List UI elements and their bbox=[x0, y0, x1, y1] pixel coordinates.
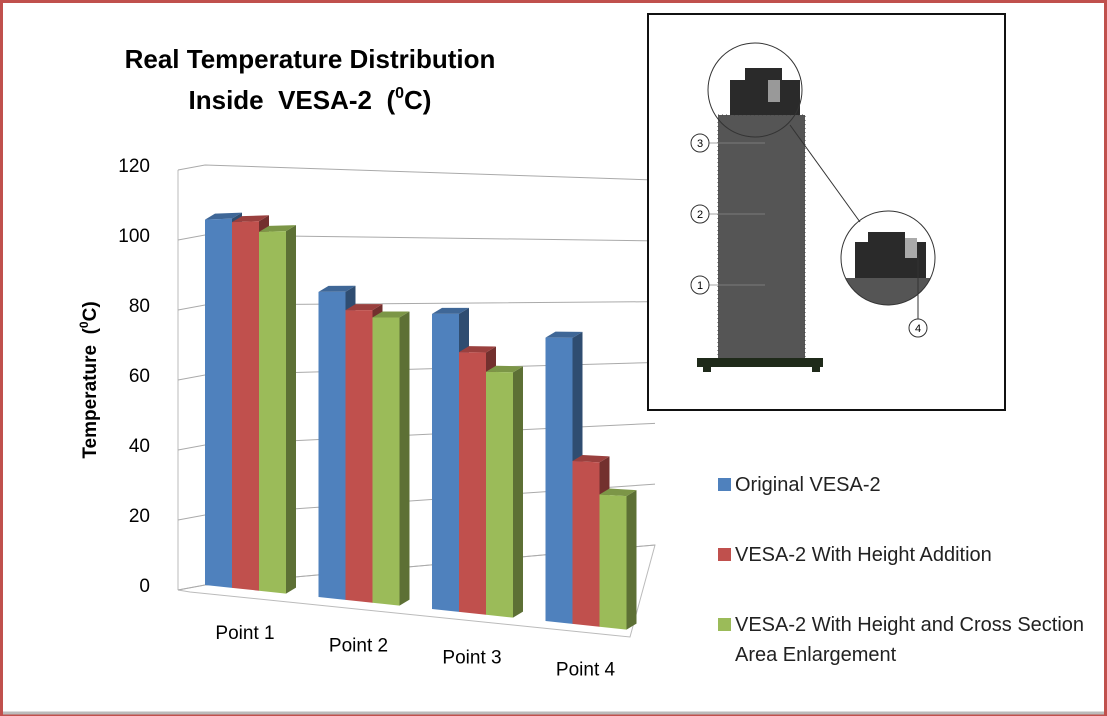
legend-item: VESA-2 With Height and Cross Section Are… bbox=[718, 610, 1098, 670]
title: Real Temperature Distribution bbox=[125, 44, 496, 74]
bar-front bbox=[205, 219, 232, 588]
legend-swatch bbox=[718, 618, 731, 631]
bar bbox=[373, 311, 410, 605]
marker-label: 3 bbox=[697, 138, 703, 150]
marker-label: 1 bbox=[697, 280, 703, 292]
legend-item: VESA-2 With Height Addition bbox=[718, 540, 1098, 570]
marker-label: 4 bbox=[915, 323, 921, 335]
pillar bbox=[718, 115, 805, 360]
bar-side bbox=[627, 490, 637, 629]
x-tick-label: Point 4 bbox=[556, 659, 616, 680]
legend-label: VESA-2 With Height and Cross Section Are… bbox=[735, 610, 1098, 670]
y-tick-label: 20 bbox=[129, 506, 150, 527]
bar-front bbox=[232, 221, 259, 590]
title-part: C) bbox=[404, 85, 431, 115]
bar-front bbox=[546, 338, 573, 624]
marker-label: 2 bbox=[697, 209, 703, 221]
legend-label: VESA-2 With Height Addition bbox=[735, 540, 992, 570]
bar-front bbox=[259, 231, 286, 593]
bar bbox=[259, 225, 296, 593]
bar-front bbox=[486, 372, 513, 618]
title: Inside VESA-2 (0C) bbox=[189, 85, 432, 115]
bar-front bbox=[319, 292, 346, 600]
bar-front bbox=[432, 314, 459, 612]
bar-side bbox=[286, 225, 296, 593]
bar bbox=[486, 366, 523, 618]
bar-front bbox=[573, 461, 600, 627]
zoom-cap-detail bbox=[905, 238, 917, 258]
title-sup: 0 bbox=[395, 85, 404, 102]
legend-item: Original VESA-2 bbox=[718, 470, 1098, 500]
legend-swatch bbox=[718, 478, 731, 491]
bar-front bbox=[600, 494, 627, 629]
legend-swatch bbox=[718, 548, 731, 561]
bar-front bbox=[346, 310, 373, 603]
cap-detail bbox=[768, 80, 780, 102]
base-plate bbox=[697, 358, 823, 367]
x-tick-label: Point 3 bbox=[442, 647, 501, 668]
legend-label: Original VESA-2 bbox=[735, 470, 881, 500]
base-foot bbox=[812, 367, 820, 372]
y-label-part: C) bbox=[80, 301, 101, 321]
bar-front bbox=[459, 352, 486, 615]
y-tick-label: 60 bbox=[129, 366, 150, 387]
base-foot bbox=[703, 367, 711, 372]
y-tick-label: 0 bbox=[139, 576, 150, 597]
x-tick-label: Point 2 bbox=[329, 635, 388, 656]
bar bbox=[600, 488, 637, 629]
y-tick-label: 40 bbox=[129, 436, 150, 457]
y-label-part: Temperature ( bbox=[80, 327, 101, 458]
inset-image: 3 2 1 4 bbox=[648, 14, 1005, 410]
bar-front bbox=[373, 317, 400, 605]
bar-side bbox=[400, 312, 410, 606]
bar-side bbox=[513, 366, 523, 617]
y-tick-label: 120 bbox=[118, 156, 150, 177]
legend: Original VESA-2 VESA-2 With Height Additi… bbox=[718, 470, 1098, 710]
y-tick-label: 80 bbox=[129, 296, 150, 317]
title-part: Inside VESA-2 ( bbox=[189, 85, 396, 115]
x-tick-label: Point 1 bbox=[215, 623, 274, 644]
page: Real Temperature Distribution Inside VES… bbox=[0, 0, 1107, 716]
y-tick-label: 100 bbox=[118, 226, 150, 247]
